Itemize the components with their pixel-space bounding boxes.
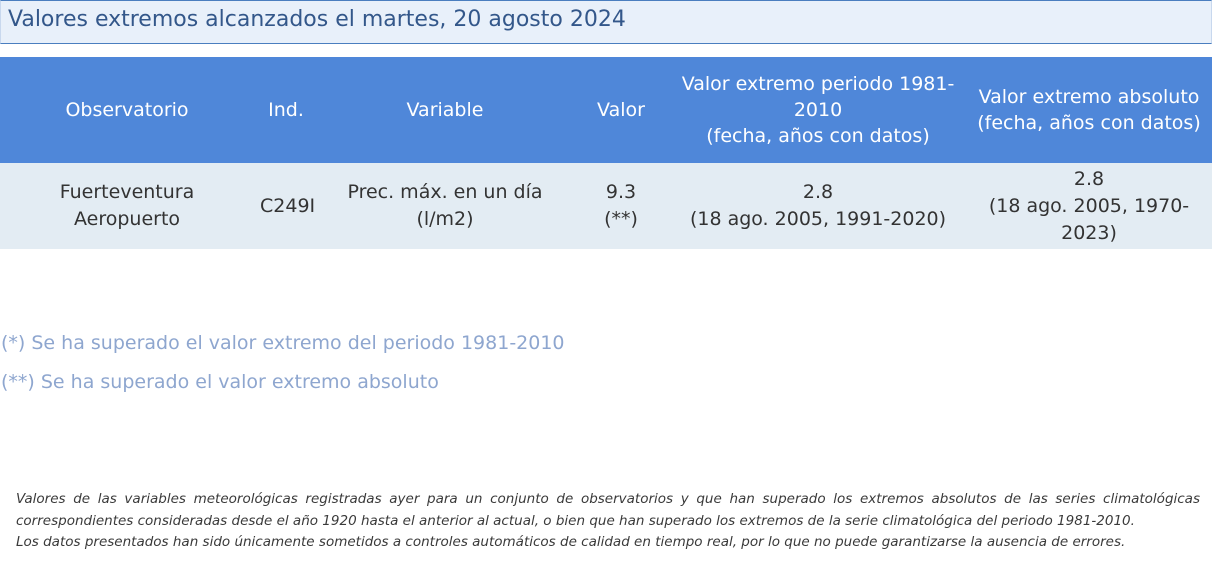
title-bar: Valores extremos alcanzados el martes, 2…: [0, 0, 1212, 44]
header-valor-extremo-absoluto: Valor extremo absoluto (fecha, años con …: [977, 86, 1201, 134]
disclaimer: Valores de las variables meteorológicas …: [16, 489, 1200, 554]
footnote-absoluto: (**) Se ha superado el valor extremo abs…: [1, 371, 439, 393]
cell-variable: Prec. máx. en un día (l/m2): [347, 181, 543, 230]
header-ind: Ind.: [268, 99, 304, 121]
footnotes: (*) Se ha superado el valor extremo del …: [1, 330, 565, 408]
header-valor-extremo-periodo: Valor extremo periodo 1981- 2010 (fecha,…: [681, 73, 955, 147]
header-variable: Variable: [406, 99, 484, 121]
table-row: Fuerteventura Aeropuerto C249I Prec. máx…: [0, 163, 1212, 249]
disclaimer-line: correspondientes consideradas desde el a…: [16, 512, 1135, 529]
table-header-row: Observatorio Ind. Variable Valor Valor e…: [0, 57, 1212, 163]
header-valor: Valor: [597, 99, 645, 121]
disclaimer-line: Valores de las variables meteorológicas …: [16, 491, 1200, 507]
cell-valor-extremo-periodo: 2.8 (18 ago. 2005, 1991-2020): [689, 181, 947, 230]
disclaimer-line: Los datos presentados han sido únicament…: [16, 534, 1126, 550]
cell-valor-extremo-absoluto: 2.8 (18 ago. 2005, 1970- 2023): [988, 167, 1190, 244]
extremes-table: Observatorio Ind. Variable Valor Valor e…: [0, 57, 1212, 249]
header-observatorio: Observatorio: [65, 99, 189, 121]
cell-observatorio: Fuerteventura Aeropuerto: [59, 181, 195, 230]
footnote-periodo: (*) Se ha superado el valor extremo del …: [1, 332, 565, 354]
cell-ind: C249I: [260, 194, 316, 217]
page-title: Valores extremos alcanzados el martes, 2…: [8, 7, 626, 32]
cell-valor: 9.3 (**): [604, 181, 638, 230]
